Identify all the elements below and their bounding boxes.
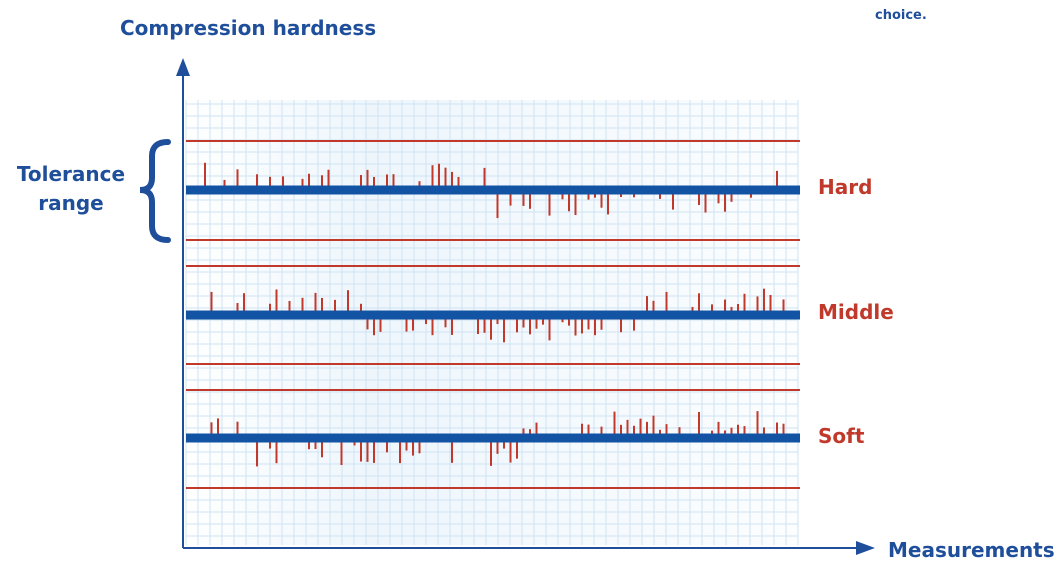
band-label-hard: Hard [818,175,873,199]
band-label-middle: Middle [818,300,894,324]
band-label-soft: Soft [818,424,865,448]
x-axis-label: Measurements [888,538,1055,562]
y-axis-arrow [176,58,190,76]
bands [186,140,800,489]
top-note: choice. [875,8,927,23]
y-axis-label: Compression hardness [120,16,377,40]
tolerance-brace [139,139,171,243]
axes [139,58,875,555]
tolerance-range-label: Tolerance range [16,162,126,215]
x-axis-arrow [856,541,875,555]
